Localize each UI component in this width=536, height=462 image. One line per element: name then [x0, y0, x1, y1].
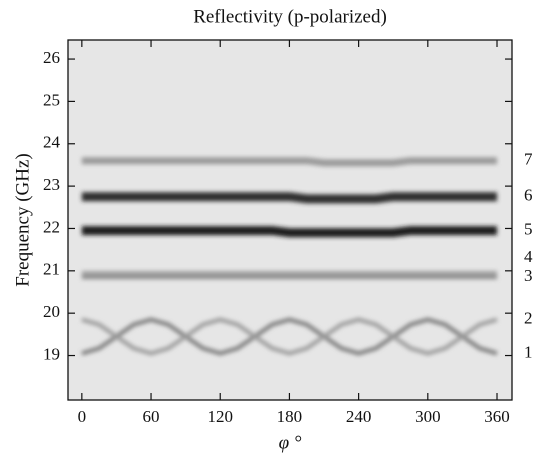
series-label: 4	[524, 247, 533, 266]
series-label: 6	[524, 186, 533, 205]
x-tick-label: 300	[415, 407, 441, 426]
y-tick-label: 19	[43, 344, 60, 363]
y-tick-label: 22	[43, 217, 60, 236]
band-line	[81, 317, 498, 356]
series-label: 1	[524, 342, 533, 361]
series-label: 5	[524, 219, 533, 238]
y-tick-label: 21	[43, 260, 60, 279]
chart-title: Reflectivity (p-polarized)	[193, 6, 387, 27]
bands	[81, 157, 498, 356]
band-line	[81, 317, 498, 356]
band-line	[81, 192, 498, 204]
x-tick-label: 0	[78, 407, 87, 426]
band-line	[81, 226, 498, 238]
x-tick-label: 180	[277, 407, 303, 426]
plot-background	[68, 40, 512, 400]
y-tick-label: 20	[43, 302, 60, 321]
y-tick-label: 24	[43, 133, 61, 152]
x-tick-label: 240	[346, 407, 372, 426]
y-axis-label: Frequency (GHz)	[12, 153, 33, 286]
band-line	[81, 157, 498, 167]
x-axis-label: φ °	[279, 432, 302, 453]
y-tick-label: 25	[43, 90, 60, 109]
x-tick-label: 120	[207, 407, 233, 426]
x-tick-label: 360	[484, 407, 510, 426]
series-label: 7	[524, 150, 533, 169]
y-tick-label: 26	[43, 48, 60, 67]
x-tick-label: 60	[143, 407, 160, 426]
series-label: 3	[524, 266, 533, 285]
y-tick-label: 23	[43, 175, 60, 194]
series-label: 2	[524, 308, 533, 327]
